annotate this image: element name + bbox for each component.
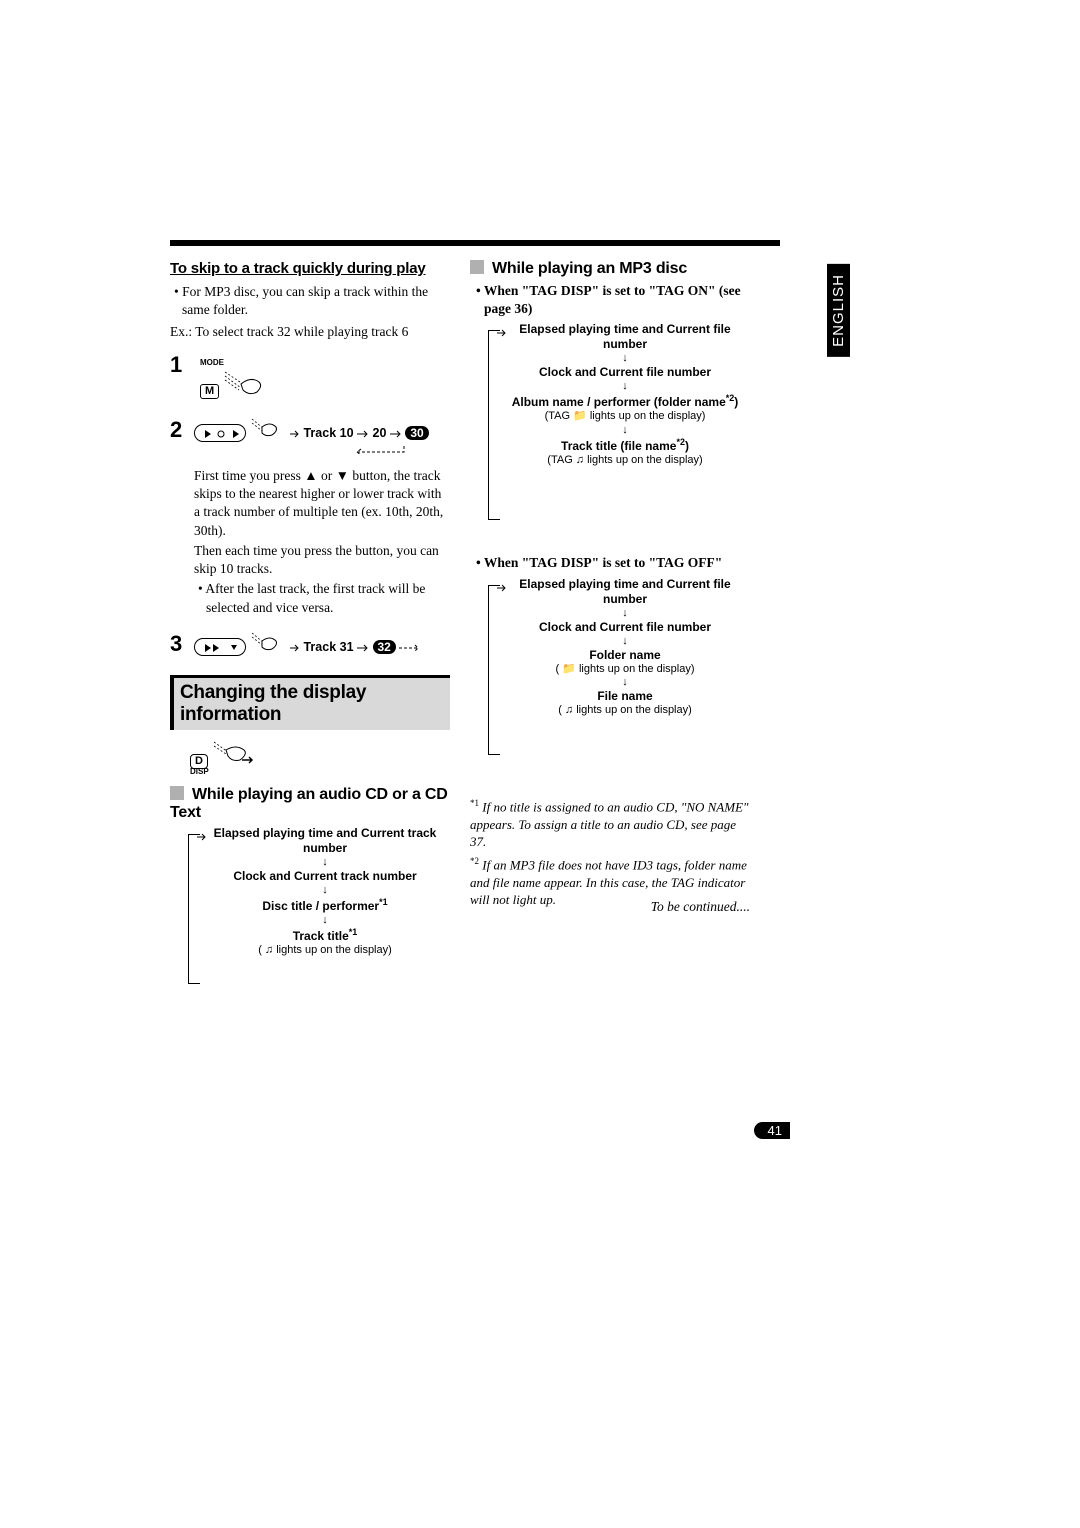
loop-bracket-icon [488,585,500,755]
arrow-down-icon: ↓ [500,424,750,437]
arrow-down-icon: ↓ [200,884,450,897]
flow-item: Elapsed playing time and Current file nu… [500,322,750,352]
step2-body2: Then each time you press the button, you… [194,542,450,578]
arrow-down-icon: ↓ [200,914,450,927]
flow-tag-off: Elapsed playing time and Current file nu… [500,577,750,767]
arrow-down-icon: ↓ [500,676,750,689]
footnotes: *1 If no title is assigned to an audio C… [470,797,750,909]
step3-track-flow: Track 31 32 [290,640,421,654]
mp3-heading: While playing an MP3 disc [470,260,750,278]
step-2: 2 Track 10 20 30 [170,417,450,617]
top-rule [170,240,780,246]
flow-audio-cd: Elapsed playing time and Current track n… [200,826,450,996]
press-hand-icon [250,417,280,437]
disp-label: DISP [190,767,450,776]
right-column: While playing an MP3 disc • When "TAG DI… [470,260,750,909]
step1-number: 1 [170,352,190,378]
flow-item: Clock and Current file number [500,620,750,635]
flow-item: Elapsed playing time and Current track n… [200,826,450,856]
audio-cd-heading: While playing an audio CD or a CD Text [170,786,450,822]
tag-on-label: • When "TAG DISP" is set to "TAG ON" (se… [470,282,750,318]
arrow-down-icon: ↓ [500,635,750,648]
step2-body1: First time you press ▲ or ▼ button, the … [194,467,450,540]
flow-subtext: ( ♫ lights up on the display) [200,944,450,957]
seek-button-icon [194,424,246,442]
audio-cd-title: While playing an audio CD or a CD Text [170,786,448,821]
loop-bracket-icon [188,834,200,984]
arrow-down-icon: ↓ [500,607,750,620]
square-marker-icon [170,786,184,800]
page-number-value: 41 [754,1122,790,1139]
step-1: 1 MODE M [170,352,450,399]
flow-subtext: (TAG 📁 lights up on the display) [500,410,750,423]
flow-subtext: ( ♫ lights up on the display) [500,704,750,717]
arrow-down-icon: ↓ [500,380,750,393]
flow-subtext: (TAG ♫ lights up on the display) [500,454,750,467]
page-number: 41 [754,1122,790,1140]
flow-item: Disc title / performer*1 [200,897,450,914]
step-3: 3 Track 31 32 [170,631,450,657]
step3-number: 3 [170,631,190,657]
flow-subtext: ( 📁 lights up on the display) [500,663,750,676]
track-32-pill: 32 [373,640,396,654]
flow-item: Folder name [500,648,750,663]
footnote-1: *1 If no title is assigned to an audio C… [470,797,750,851]
skip-title: To skip to a track quickly during play [170,260,450,277]
arrow-down-icon: ↓ [500,352,750,365]
mp3-title: While playing an MP3 disc [492,260,687,277]
skip-example: Ex.: To select track 32 while playing tr… [170,323,450,341]
track-20: 20 [373,426,387,440]
left-column: To skip to a track quickly during play •… [170,260,450,996]
mode-button: M [200,384,219,399]
flow-tag-on: Elapsed playing time and Current file nu… [500,322,750,532]
seek-button-icon [194,638,246,656]
flow-item: Track title (file name*2) [500,437,750,454]
tag-off-label: • When "TAG DISP" is set to "TAG OFF" [470,554,750,572]
flow-item: Album name / performer (folder name*2) [500,393,750,410]
square-marker-icon [470,260,484,274]
to-be-continued: To be continued.... [651,899,750,915]
arrow-down-icon: ↓ [200,856,450,869]
flow-item: Elapsed playing time and Current file nu… [500,577,750,607]
disp-button-area: D DISP [190,740,450,776]
press-hand-icon [212,740,252,764]
loop-bracket-icon [488,330,500,520]
step2-bullet: • After the last track, the first track … [194,580,450,616]
mode-label: MODE [200,358,224,367]
manual-page: ENGLISH To skip to a track quickly durin… [170,240,780,1110]
return-arrow-icon [194,444,409,463]
step2-track-flow: Track 10 20 30 [290,426,429,440]
skip-bullet: • For MP3 disc, you can skip a track wit… [170,283,450,319]
flow-item: Clock and Current file number [500,365,750,380]
track-10: Track 10 [303,426,353,440]
language-tab: ENGLISH [827,264,850,357]
track-30-pill: 30 [405,426,428,440]
step2-number: 2 [170,417,190,443]
flow-item: Clock and Current track number [200,869,450,884]
section-banner: Changing the display information [170,675,450,730]
press-hand-icon [223,370,263,394]
track-31: Track 31 [303,640,353,654]
flow-item: File name [500,689,750,704]
flow-item: Track title*1 [200,927,450,944]
skip-bullet-text: For MP3 disc, you can skip a track withi… [182,284,428,317]
press-hand-icon [250,631,280,651]
